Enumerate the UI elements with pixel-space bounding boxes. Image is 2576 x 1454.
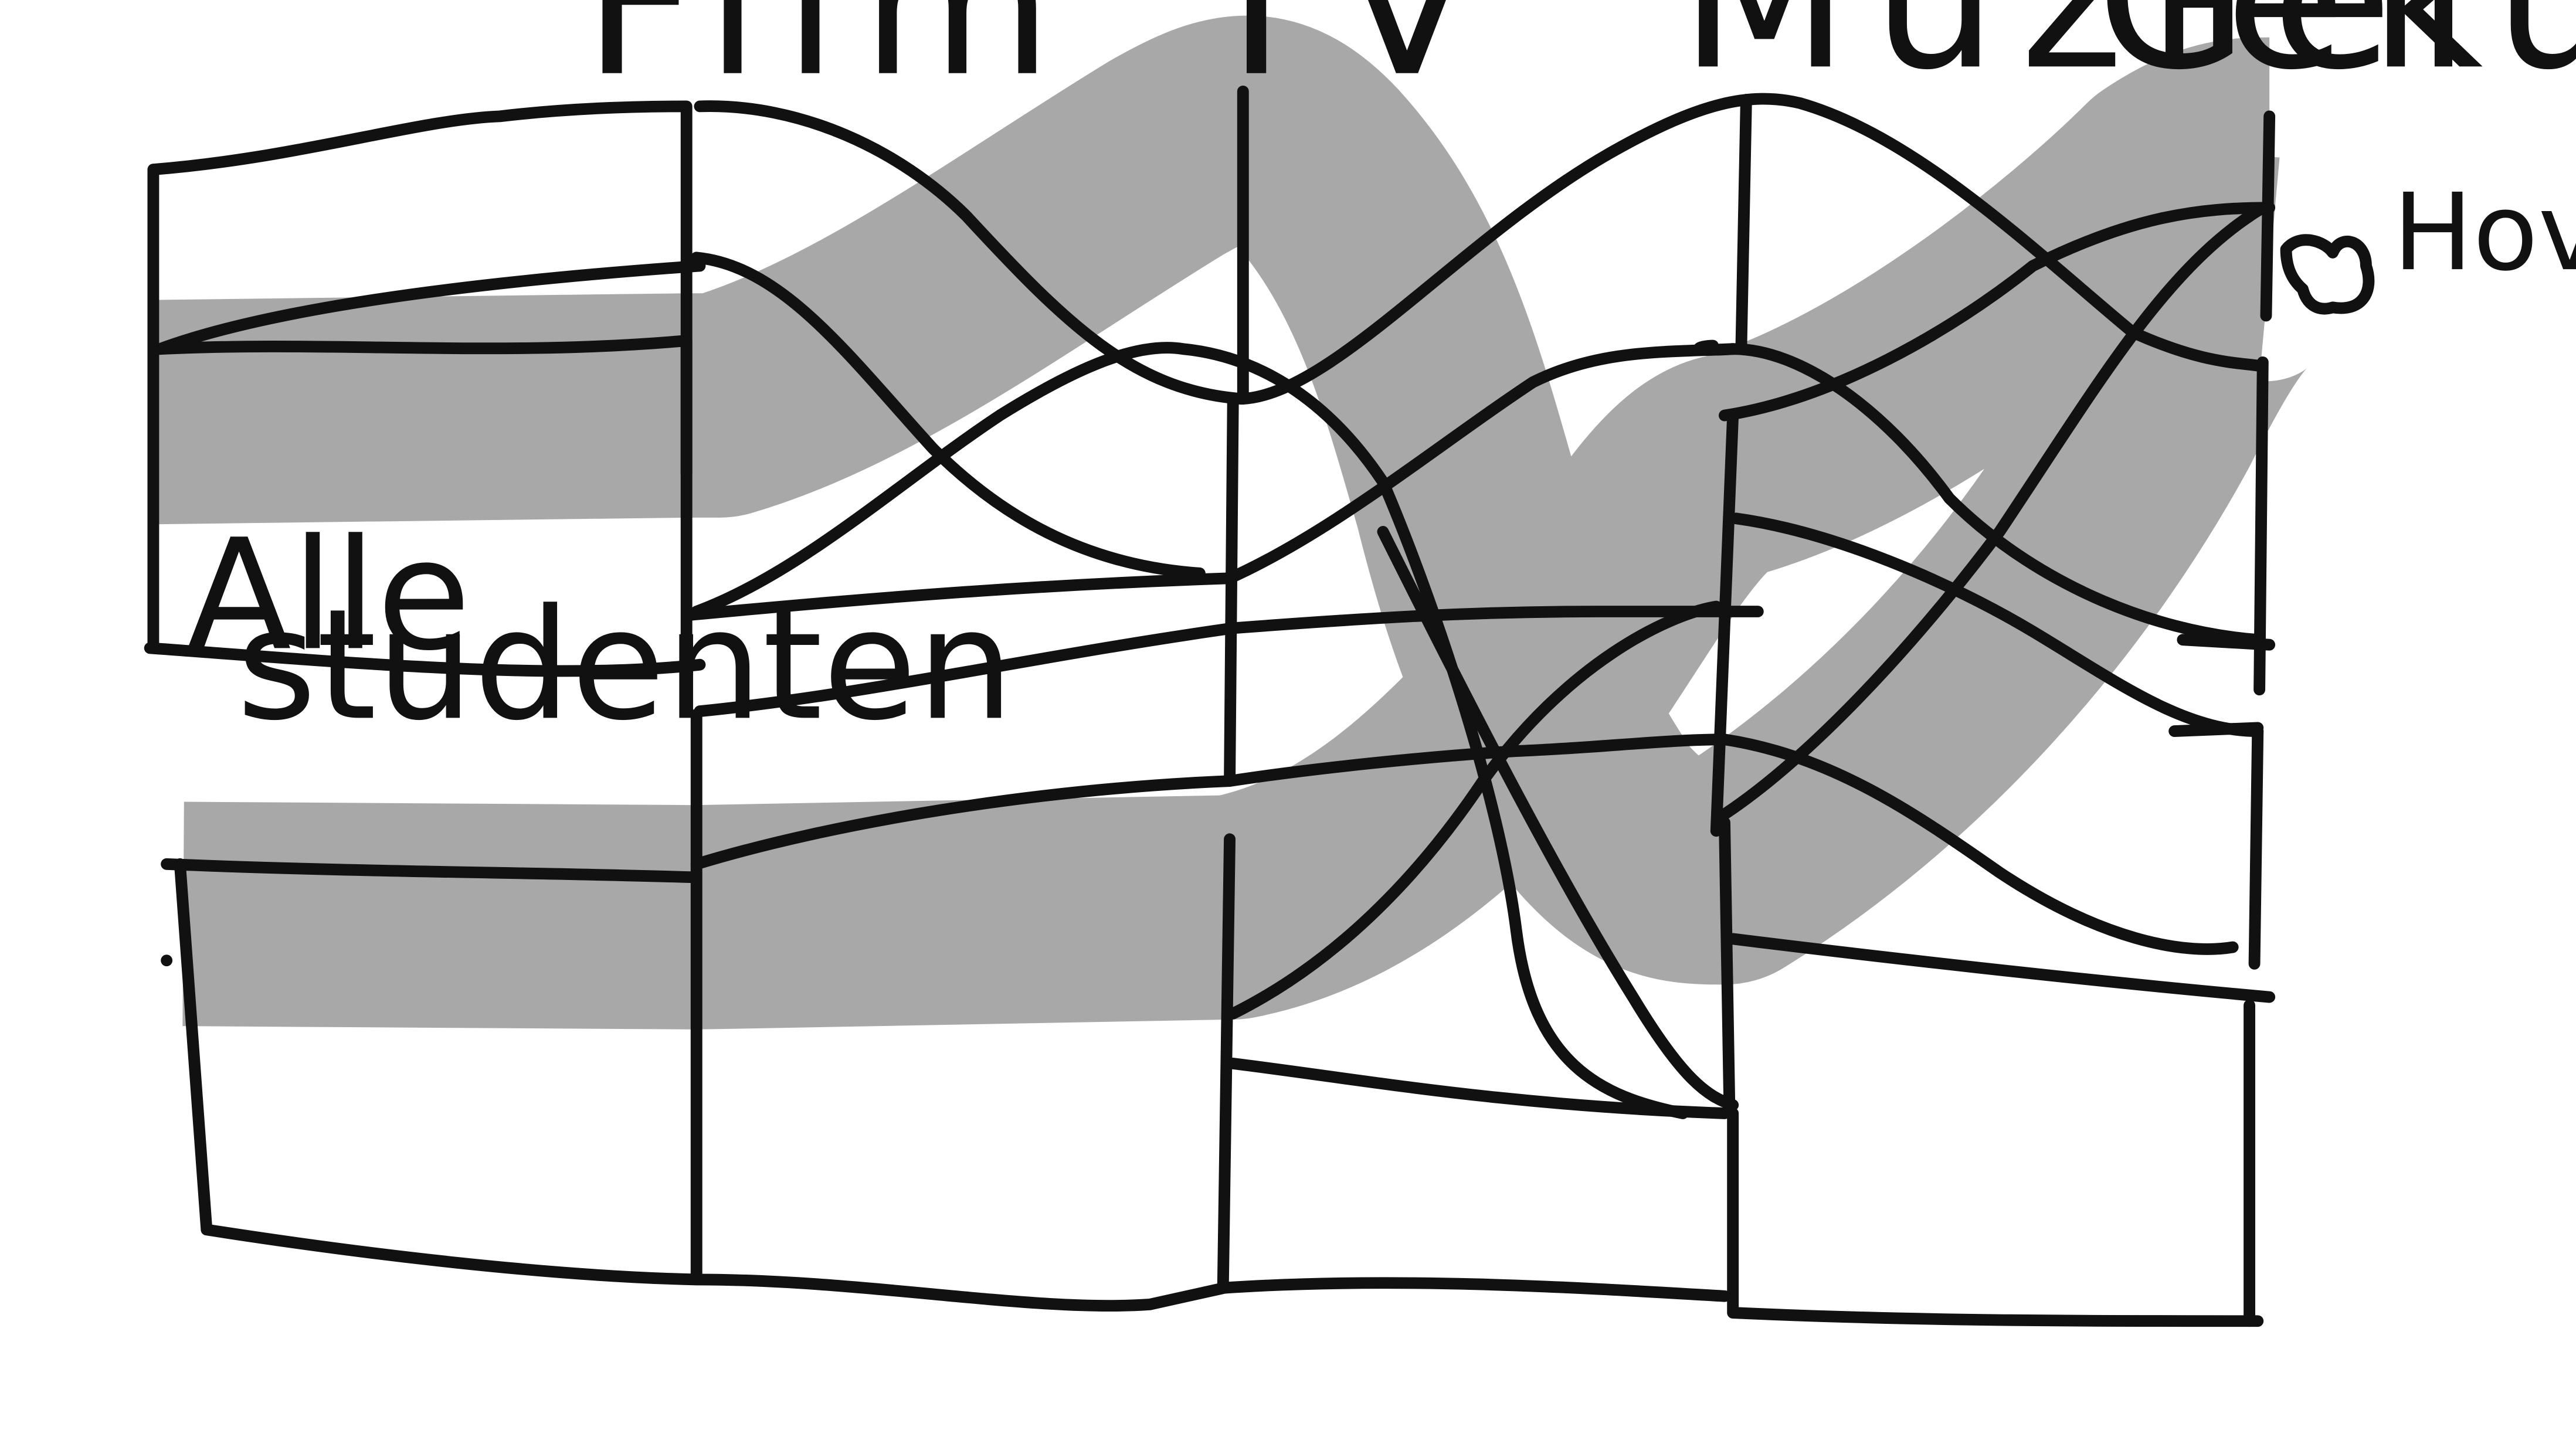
- ribbon-line-6: [694, 606, 1764, 717]
- film-box-outline: [144, 100, 1231, 1312]
- axis-label-film: Film: [583, 0, 1077, 120]
- ribbon-line-9: [1730, 512, 2264, 738]
- group-label-line2: studenten: [236, 576, 1014, 755]
- ribbon-line-5: [690, 733, 2239, 955]
- ribbon-line-8: [1377, 526, 1739, 1111]
- ribbon-line-3: [690, 342, 1689, 1119]
- ribbon-line-11: [1719, 202, 2276, 422]
- axis-label-tv: TV: [1193, 0, 1498, 120]
- film-inner-line: [154, 260, 706, 480]
- hover-note: Hover: [2392, 170, 2576, 294]
- column-tv: [1217, 85, 1730, 1302]
- axis-label-geluk: Geluk: [2096, 0, 2576, 113]
- ribbon-line-10: [1719, 202, 2269, 820]
- hand-pointer-icon: [2280, 234, 2375, 315]
- ribbon-line-7: [1227, 600, 1722, 1020]
- group-label-line1: Alle: [186, 507, 471, 685]
- ribbon-lines: [685, 93, 2276, 1119]
- column-film: [144, 100, 1231, 1312]
- axis-label-muziek: Muziek: [1679, 0, 2506, 113]
- ribbon-line-1: [694, 93, 2264, 405]
- highlight-band-lower[interactable]: [182, 37, 2279, 1030]
- ribbon-line-2: [690, 252, 1206, 579]
- geluk-box-outline: [2168, 110, 2276, 1327]
- column-geluk: [2168, 110, 2276, 1327]
- highlight-bands: [152, 15, 2310, 1030]
- tv-box-outline: [1217, 85, 1730, 1302]
